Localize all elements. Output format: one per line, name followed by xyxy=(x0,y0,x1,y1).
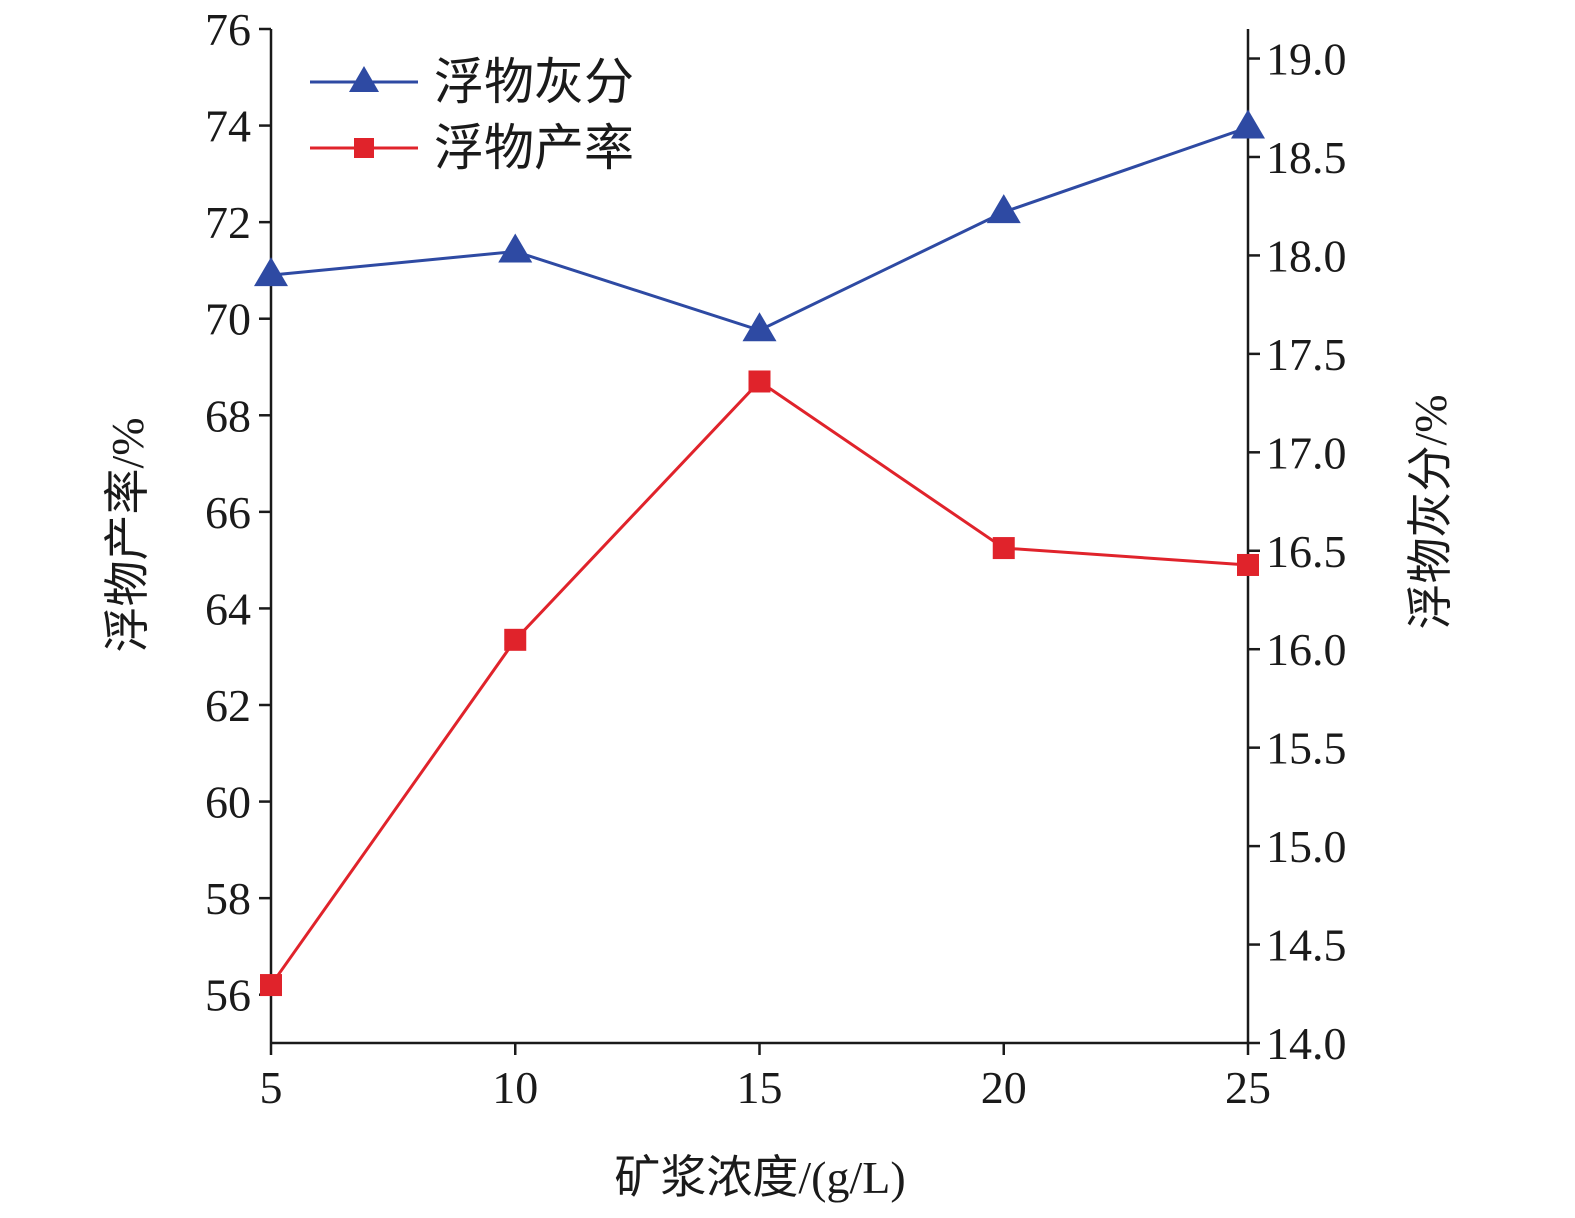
left-y-tick-label: 60 xyxy=(205,777,251,828)
data-point-square xyxy=(748,370,771,393)
right-y-tick-label: 15.5 xyxy=(1266,723,1347,774)
right-y-tick-label: 15.0 xyxy=(1266,821,1347,872)
left-y-axis-title: 浮物产率/% xyxy=(102,417,153,652)
legend-label-yield: 浮物产率 xyxy=(434,120,634,176)
legend: 浮物灰分 浮物产率 xyxy=(310,54,634,176)
x-tick-label: 20 xyxy=(981,1062,1027,1113)
right-y-tick-label: 18.5 xyxy=(1266,132,1347,183)
left-y-tick-label: 64 xyxy=(205,583,251,634)
right-y-tick-label: 17.5 xyxy=(1266,329,1347,380)
data-point-square xyxy=(1237,553,1259,576)
right-y-tick-label: 14.0 xyxy=(1266,1018,1347,1069)
series-ash xyxy=(254,109,1265,342)
x-tick-label: 25 xyxy=(1225,1062,1271,1113)
x-axis-title: 矿浆浓度/(g/L) xyxy=(614,1152,905,1203)
left-y-tick-label: 68 xyxy=(205,390,251,441)
x-tick-label: 5 xyxy=(260,1062,283,1113)
left-y-tick-label: 74 xyxy=(205,101,251,152)
data-point-triangle xyxy=(254,257,288,287)
right-y-tick-label: 16.5 xyxy=(1266,526,1347,577)
data-point-square xyxy=(504,628,527,651)
legend-label-ash: 浮物灰分 xyxy=(434,54,634,110)
data-point-triangle xyxy=(498,233,533,263)
right-y-tick-label: 17.0 xyxy=(1266,427,1347,478)
right-y-tick-label: 18.0 xyxy=(1266,230,1347,281)
data-point-triangle xyxy=(986,194,1021,224)
left-y-tick-label: 56 xyxy=(205,970,251,1021)
right-y-tick-label: 19.0 xyxy=(1266,34,1347,85)
series-layer xyxy=(254,109,1265,997)
legend-square-marker-icon xyxy=(354,138,374,158)
right-y-tick-label: 14.5 xyxy=(1266,920,1347,971)
right-y-axis-title: 浮物灰分/% xyxy=(1405,394,1456,629)
x-tick-label: 15 xyxy=(737,1062,783,1113)
series-line xyxy=(270,126,1249,332)
legend-triangle-marker-icon xyxy=(349,66,379,92)
left-y-tick-label: 58 xyxy=(205,873,251,924)
left-y-tick-label: 66 xyxy=(205,487,251,538)
data-point-square xyxy=(260,974,282,997)
series-line xyxy=(269,379,1249,986)
left-y-axis-ticks: 56 58 60 62 64 66 68 70 72 74 76 xyxy=(205,4,271,1021)
data-point-triangle xyxy=(742,312,777,342)
series-yield xyxy=(260,370,1259,997)
axes xyxy=(269,29,1250,1045)
x-axis-ticks: 5 10 15 20 25 xyxy=(260,1043,1271,1113)
left-y-tick-label: 76 xyxy=(205,4,251,55)
data-point-square xyxy=(992,537,1015,560)
left-y-tick-label: 62 xyxy=(205,680,251,731)
data-point-triangle xyxy=(1231,109,1265,139)
x-tick-label: 10 xyxy=(492,1062,538,1113)
right-y-tick-label: 16.0 xyxy=(1266,624,1347,675)
left-y-tick-label: 70 xyxy=(205,294,251,345)
legend-item-ash: 浮物灰分 xyxy=(310,54,634,110)
legend-item-yield: 浮物产率 xyxy=(310,120,634,176)
right-y-axis-ticks: 14.0 14.5 15.0 15.5 16.0 16.5 17.0 17.5 18.0 18.5… xyxy=(1248,34,1347,1069)
left-y-tick-label: 72 xyxy=(205,197,251,248)
